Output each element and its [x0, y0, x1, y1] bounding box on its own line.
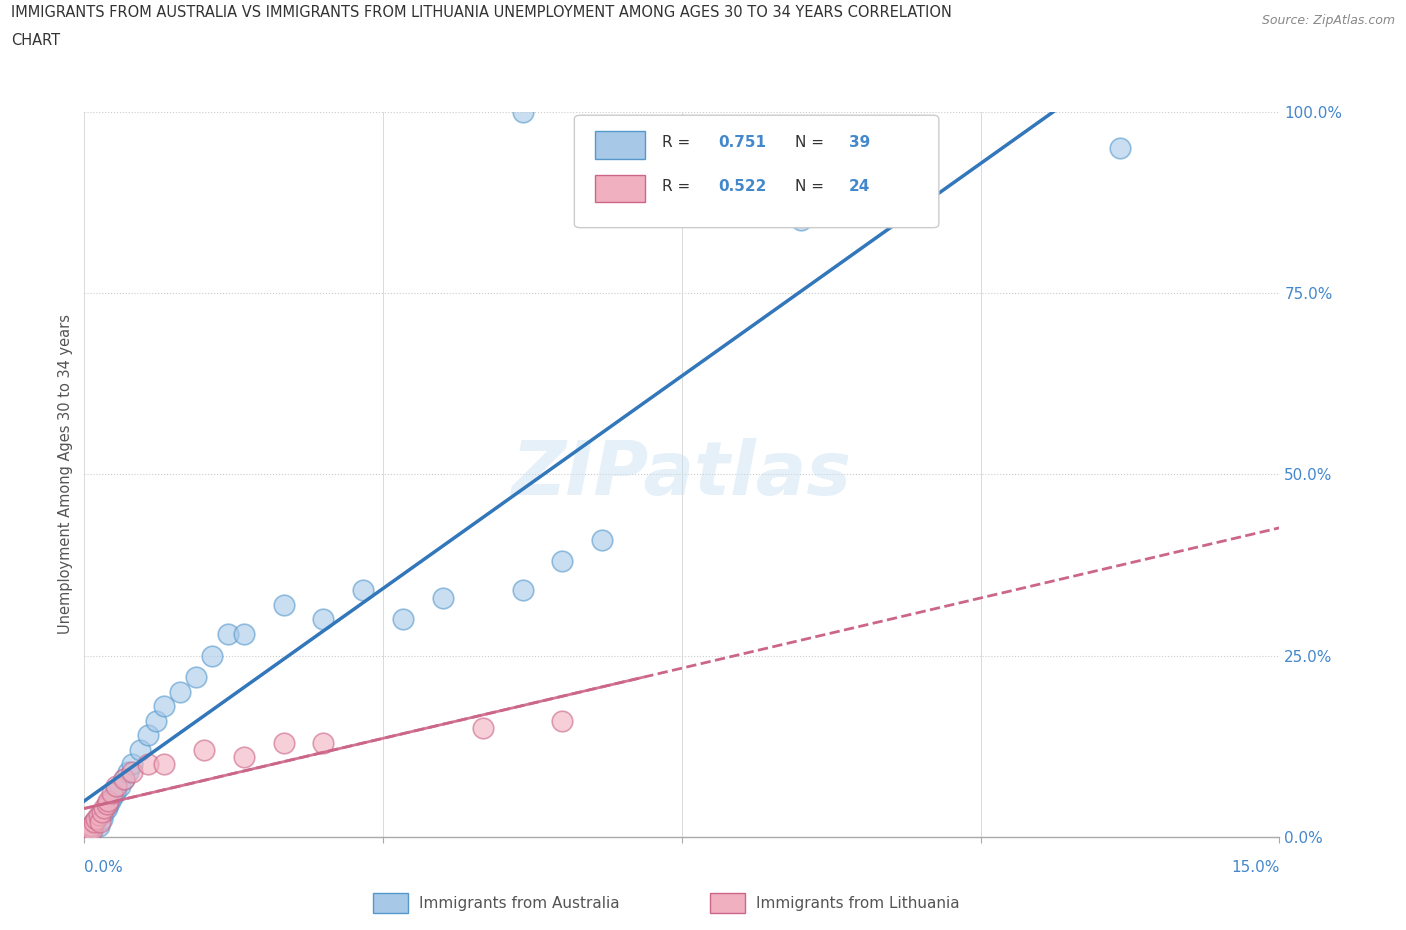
Point [1109, 140, 1132, 155]
Point [105, 778, 128, 793]
Y-axis label: Unemployment Among Ages 30 to 34 years: Unemployment Among Ages 30 to 34 years [58, 314, 73, 634]
Point [512, 104, 534, 119]
Point [87, 818, 110, 833]
Point [101, 786, 124, 801]
Text: IMMIGRANTS FROM AUSTRALIA VS IMMIGRANTS FROM LITHUANIA UNEMPLOYMENT AMONG AGES 3: IMMIGRANTS FROM AUSTRALIA VS IMMIGRANTS … [11, 5, 952, 20]
Point [98, 793, 121, 808]
Point [96, 797, 118, 812]
Point [93, 804, 115, 819]
Point [169, 684, 191, 699]
Point [193, 742, 215, 757]
Point [312, 612, 335, 627]
Text: 0.0%: 0.0% [84, 860, 124, 875]
Point [76, 826, 98, 841]
Text: Immigrants from Lithuania: Immigrants from Lithuania [756, 897, 960, 911]
Point [101, 790, 124, 804]
Text: 24: 24 [849, 179, 870, 193]
Text: R =: R = [662, 179, 690, 193]
Point [790, 213, 813, 228]
Point [84, 811, 107, 827]
Point [136, 728, 159, 743]
Text: N =: N = [796, 179, 824, 193]
Point [273, 597, 295, 612]
Point [110, 778, 132, 793]
Point [104, 786, 127, 801]
Point [153, 699, 176, 714]
Point [82, 818, 104, 833]
Text: 39: 39 [849, 135, 870, 151]
Bar [595, 175, 645, 203]
Point [90, 811, 112, 827]
Point [232, 627, 254, 642]
Text: 0.522: 0.522 [718, 179, 766, 193]
Text: 15.0%: 15.0% [1232, 860, 1279, 875]
Point [591, 532, 613, 547]
Point [512, 583, 534, 598]
Point [121, 757, 143, 772]
Point [145, 713, 167, 728]
Point [312, 736, 335, 751]
Point [551, 554, 574, 569]
Point [184, 670, 207, 684]
Point [129, 742, 152, 757]
Point [121, 764, 143, 779]
Point [117, 764, 139, 779]
FancyBboxPatch shape [574, 115, 939, 228]
Text: CHART: CHART [11, 33, 60, 47]
Point [352, 583, 374, 598]
Text: N =: N = [796, 135, 824, 151]
Point [80, 822, 103, 837]
Point [232, 750, 254, 764]
Point [392, 612, 415, 627]
Text: R =: R = [662, 135, 690, 151]
Point [112, 772, 135, 787]
Point [201, 648, 224, 663]
Point [153, 757, 176, 772]
Point [83, 815, 105, 830]
Text: ZIPatlas: ZIPatlas [512, 438, 852, 511]
Point [105, 782, 128, 797]
Point [97, 793, 120, 808]
Bar [595, 131, 645, 159]
Point [83, 815, 105, 830]
Point [80, 818, 103, 833]
Point [432, 591, 454, 605]
Point [84, 815, 107, 830]
Point [471, 721, 494, 736]
Point [82, 822, 104, 837]
Point [217, 627, 239, 642]
Text: Source: ZipAtlas.com: Source: ZipAtlas.com [1261, 14, 1395, 27]
Point [551, 713, 574, 728]
Point [87, 808, 110, 823]
Point [97, 797, 120, 812]
Point [136, 757, 159, 772]
Point [90, 804, 112, 819]
Point [89, 815, 111, 830]
Point [112, 772, 135, 787]
Text: Immigrants from Australia: Immigrants from Australia [419, 897, 620, 911]
Point [93, 801, 115, 816]
Text: 0.751: 0.751 [718, 135, 766, 151]
Point [77, 822, 100, 837]
Point [96, 801, 118, 816]
Point [273, 736, 295, 751]
Point [89, 808, 111, 823]
Point [77, 826, 100, 841]
